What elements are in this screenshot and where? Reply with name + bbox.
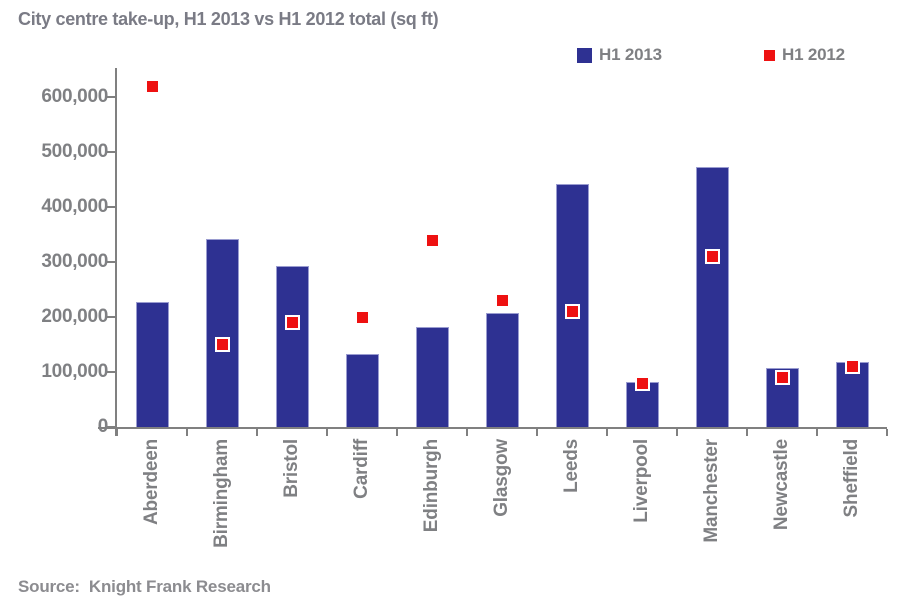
bar-bristol bbox=[275, 266, 309, 427]
bar-glasgow bbox=[485, 313, 519, 427]
marker-cardiff bbox=[354, 309, 370, 325]
bar-manchester bbox=[695, 167, 729, 427]
y-axis-tick-label: 0 bbox=[97, 416, 109, 437]
legend-swatch-h1-2013-icon bbox=[577, 47, 592, 63]
marker-aberdeen bbox=[144, 78, 160, 94]
y-axis-tick bbox=[107, 371, 115, 373]
x-axis-extension bbox=[98, 427, 117, 429]
x-axis-tick bbox=[816, 429, 818, 436]
x-axis-tick bbox=[396, 429, 398, 436]
x-axis-category-label: Glasgow bbox=[491, 439, 512, 517]
chart-title: City centre take-up, H1 2013 vs H1 2012 … bbox=[18, 9, 439, 29]
y-axis-tick-label: 100,000 bbox=[41, 361, 108, 382]
legend-item-h1-2013: H1 2013 bbox=[577, 45, 662, 65]
legend-label-h1-2012: H1 2012 bbox=[782, 45, 845, 64]
y-axis-tick-label: 200,000 bbox=[41, 306, 108, 327]
y-axis-tick bbox=[107, 151, 115, 153]
marker-manchester bbox=[704, 249, 720, 264]
x-axis-category-label: Newcastle bbox=[771, 439, 792, 531]
x-axis-tick bbox=[186, 429, 188, 436]
x-axis-category-label: Sheffield bbox=[841, 439, 862, 518]
x-axis-category-label: Leeds bbox=[561, 439, 582, 493]
y-axis-tick bbox=[107, 206, 115, 208]
x-axis-tick bbox=[466, 429, 468, 436]
marker-sheffield bbox=[844, 359, 860, 374]
x-axis-category-label: Cardiff bbox=[351, 439, 372, 499]
y-axis-tick bbox=[107, 96, 115, 98]
x-axis-tick bbox=[606, 429, 608, 436]
x-axis-tick bbox=[256, 429, 258, 436]
x-axis-category-label: Aberdeen bbox=[141, 439, 162, 526]
x-axis-tick bbox=[886, 429, 888, 436]
x-axis-category-label: Manchester bbox=[701, 439, 722, 543]
y-axis-tick bbox=[107, 316, 115, 318]
legend-swatch-h1-2012-icon bbox=[764, 49, 775, 61]
marker-bristol bbox=[284, 315, 300, 330]
x-axis-tick bbox=[746, 429, 748, 436]
x-axis-category-label: Liverpool bbox=[631, 439, 652, 523]
bar-edinburgh bbox=[415, 327, 449, 427]
x-axis-tick bbox=[116, 429, 118, 436]
x-axis-category-label: Birmingham bbox=[211, 439, 232, 548]
x-axis-category-label: Edinburgh bbox=[421, 439, 442, 533]
bar-cardiff bbox=[345, 354, 379, 427]
marker-glasgow bbox=[494, 293, 510, 308]
bar-aberdeen bbox=[135, 302, 169, 427]
source-text: Knight Frank Research bbox=[88, 577, 271, 596]
bar-birmingham bbox=[205, 239, 239, 427]
x-axis-tick bbox=[536, 429, 538, 436]
y-axis-tick bbox=[107, 261, 115, 263]
source-line: Source: Knight Frank Research bbox=[18, 577, 271, 597]
legend-item-h1-2012: H1 2012 bbox=[764, 45, 845, 65]
y-axis-tick-label: 600,000 bbox=[41, 86, 108, 107]
marker-birmingham bbox=[214, 337, 230, 352]
legend-label-h1-2013: H1 2013 bbox=[599, 45, 662, 64]
marker-newcastle bbox=[774, 370, 790, 385]
x-axis-category-label: Bristol bbox=[281, 439, 302, 498]
legend: H1 2013 H1 2012 bbox=[0, 45, 900, 67]
marker-liverpool bbox=[634, 375, 650, 391]
source-label: Source: bbox=[18, 577, 80, 596]
y-axis-tick-label: 500,000 bbox=[41, 141, 108, 162]
y-axis-tick-label: 400,000 bbox=[41, 196, 108, 217]
x-axis-tick bbox=[676, 429, 678, 436]
plot-area: 0 100,000 200,000 300,000 400,000 500,000 600,… bbox=[41, 68, 888, 548]
y-axis-tick bbox=[107, 426, 115, 428]
marker-leeds bbox=[564, 304, 580, 319]
marker-edinburgh bbox=[424, 232, 440, 248]
y-axis-tick-label: 300,000 bbox=[41, 251, 108, 272]
x-axis-tick bbox=[326, 429, 328, 436]
